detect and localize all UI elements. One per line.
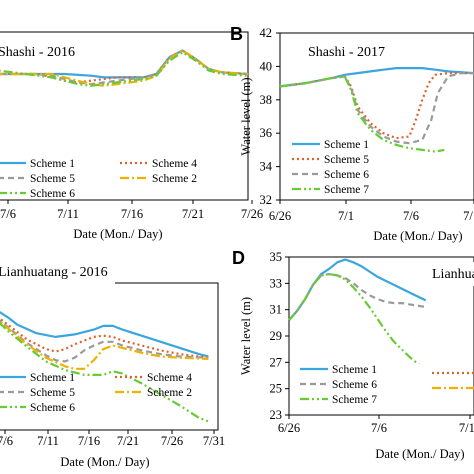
- y-tick-label: 40: [260, 59, 273, 73]
- x-tick-label: 7/21: [182, 207, 204, 221]
- series-line-scheme-1: [288, 258, 427, 321]
- y-tick-label: 27: [270, 355, 283, 369]
- legend-label: Scheme 5: [324, 154, 369, 166]
- x-tick-label: 7/11: [37, 434, 59, 448]
- legend-label: Scheme 1: [30, 372, 75, 384]
- x-axis-label: Date (Mon./ Day): [60, 455, 149, 469]
- series-line-scheme-4: [0, 317, 209, 359]
- y-tick-label: 31: [270, 303, 283, 317]
- y-axis-label: Water level (m): [239, 77, 253, 155]
- series-line-scheme-2: [0, 319, 209, 370]
- legend-label: Scheme 6: [332, 379, 377, 391]
- x-tick-label: 6/26: [278, 421, 300, 435]
- plot-title: Lianhuatang - 2017: [432, 267, 474, 282]
- series-line-scheme-6: [0, 321, 209, 423]
- x-tick-label: 7/11: [463, 209, 474, 223]
- title-background: [429, 262, 474, 286]
- panel-letter: D: [232, 248, 245, 268]
- x-tick-label: 7/11: [57, 207, 79, 221]
- x-tick-label: 6/26: [269, 209, 291, 223]
- title-background: [0, 260, 115, 284]
- plot-frame: [279, 32, 474, 201]
- series-line-scheme-2: [0, 49, 249, 87]
- x-tick-label: 7/16: [459, 421, 474, 435]
- x-tick-label: 7/26: [241, 207, 263, 221]
- x-tick-label: 7/6: [403, 209, 419, 223]
- y-tick-label: 23: [270, 408, 283, 422]
- legend-label: Scheme 7: [332, 394, 377, 406]
- x-tick-label: 7/21: [117, 434, 139, 448]
- plot-title: Lianhuatang - 2016: [0, 265, 108, 280]
- legend-label: Scheme 6: [30, 188, 75, 200]
- series-line-scheme-7: [288, 273, 427, 372]
- series-line-scheme-6: [288, 273, 426, 321]
- panel-a: 7/6 7/11 7/16 7/21 7/26 Date (Mon./ Day) Shash…: [0, 31, 263, 241]
- y-tick-label: 38: [260, 93, 273, 107]
- y-tick-label: 42: [260, 26, 273, 40]
- x-tick-label: 7/26: [161, 434, 183, 448]
- y-tick-label: 35: [270, 250, 283, 264]
- y-axis-label: Water level (m): [239, 297, 253, 375]
- plot-title: Shashi - 2016: [0, 45, 75, 60]
- y-tick-label: 32: [260, 193, 273, 207]
- x-tick-label: 7/16: [78, 434, 100, 448]
- x-tick-label: 7/1: [338, 209, 354, 223]
- series-line-scheme-4: [0, 49, 249, 84]
- panel-letter: B: [230, 24, 243, 44]
- legend-label: Scheme 7: [324, 184, 369, 196]
- series-line-scheme-7: [279, 75, 445, 153]
- x-tick-label: 7/6: [0, 434, 13, 448]
- legend-label: Scheme 1: [30, 158, 75, 170]
- legend-background: [296, 364, 472, 410]
- series-line-scheme-5: [0, 319, 209, 363]
- title-background: [0, 40, 62, 62]
- y-tick-label: 34: [260, 160, 273, 174]
- y-tick-label: 29: [270, 329, 283, 343]
- y-tick-label: 33: [270, 276, 283, 290]
- legend-label: Scheme 6: [30, 402, 75, 414]
- y-tick-label: 25: [270, 382, 283, 396]
- plot-frame: [0, 31, 249, 201]
- legend-label: Scheme 4: [152, 158, 197, 170]
- x-axis-label: Date (Mon./ Day): [375, 447, 464, 461]
- y-tick-label: 36: [260, 126, 273, 140]
- legend-label: Scheme 5: [30, 387, 75, 399]
- x-tick-label: 7/16: [121, 207, 143, 221]
- series-line-scheme-1: [0, 311, 209, 358]
- series-line-scheme-6: [0, 51, 249, 87]
- legend-label: Scheme 1: [324, 139, 369, 151]
- panel-b: 6/26 7/1 7/6 7/11Date (Mon./ Day) 32 34 36 38 40…: [230, 24, 474, 243]
- panel-c: 7/6 7/11 7/16 7/21 7/26 7/31 Date (Mon./ Day) L…: [0, 260, 225, 469]
- legend-label: Scheme 2: [147, 387, 192, 399]
- series-line-scheme-6: [279, 72, 474, 145]
- legend-label: Scheme 4: [147, 372, 192, 384]
- legend-label: Scheme 2: [152, 173, 197, 185]
- x-tick-label: 7/6: [0, 207, 16, 221]
- title-background: [303, 40, 395, 64]
- x-axis-label: Date (Mon./ Day): [373, 229, 462, 243]
- legend-label: Scheme 5: [30, 173, 75, 185]
- x-tick-label: 7/31: [203, 434, 225, 448]
- legend-label: Scheme 6: [324, 169, 369, 181]
- x-axis-label: Date (Mon./ Day): [73, 227, 162, 241]
- plot-title: Shashi - 2017: [308, 45, 385, 60]
- legend-label: Scheme 1: [332, 364, 377, 376]
- panel-d: 6/26 7/6 7/16 Date (Mon./ Day) 23 25 27 29 31 33 3…: [232, 248, 474, 461]
- x-tick-label: 7/6: [371, 421, 387, 435]
